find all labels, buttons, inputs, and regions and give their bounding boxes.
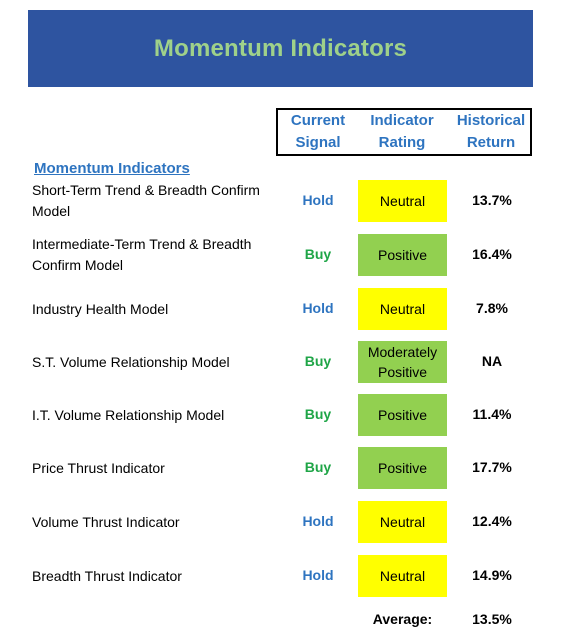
historical-return-value: 14.9% — [472, 567, 512, 583]
title-banner: Momentum Indicators — [28, 10, 533, 87]
rating-badge: Positive — [358, 394, 447, 436]
header-indicator-rating: Indicator Rating — [362, 110, 442, 154]
signal-value: Hold — [302, 513, 334, 529]
indicator-name: S.T. Volume Relationship Model — [32, 353, 230, 370]
rating-badge: Neutral — [358, 288, 447, 330]
column-header-box — [276, 108, 532, 156]
section-title: Momentum Indicators — [34, 160, 190, 177]
indicator-name: Short-Term Trend & Breadth Confirm Model — [32, 182, 260, 219]
historical-return-value: 12.4% — [472, 513, 512, 529]
header-signal-line1: Current — [290, 112, 346, 129]
average-value: 13.5% — [472, 611, 512, 627]
indicator-name: Price Thrust Indicator — [32, 459, 165, 476]
historical-return-value: 7.8% — [476, 300, 508, 316]
header-return-line2: Return — [466, 134, 516, 151]
header-historical-return: Historical Return — [451, 110, 531, 154]
header-rating-line1: Indicator — [370, 112, 434, 129]
signal-value: Buy — [304, 246, 332, 262]
indicator-name: Industry Health Model — [32, 300, 169, 317]
rating-badge: Positive — [358, 447, 447, 489]
signal-value: Buy — [304, 353, 332, 369]
signal-value: Hold — [302, 300, 334, 316]
signal-value: Buy — [304, 406, 332, 422]
indicator-name: Volume Thrust Indicator — [32, 513, 180, 530]
signal-value: Hold — [302, 567, 334, 583]
header-return-line1: Historical — [456, 112, 526, 129]
signal-value: Hold — [302, 192, 334, 208]
rating-badge: Moderately Positive — [358, 341, 447, 383]
header-rating-line2: Rating — [378, 134, 426, 151]
signal-value: Buy — [304, 459, 332, 475]
page-title: Momentum Indicators — [153, 34, 408, 62]
rating-badge: Positive — [358, 234, 447, 276]
rating-badge: Neutral — [358, 555, 447, 597]
historical-return-value: 11.4% — [472, 406, 512, 422]
rating-badge: Neutral — [358, 180, 447, 222]
rating-badge: Neutral — [358, 501, 447, 543]
historical-return-value: 13.7% — [472, 192, 512, 208]
historical-return-value: 17.7% — [472, 459, 512, 475]
header-current-signal: Current Signal — [278, 110, 358, 154]
historical-return-value: 16.4% — [472, 246, 512, 262]
indicator-name: I.T. Volume Relationship Model — [32, 406, 225, 423]
historical-return-value: NA — [481, 353, 503, 369]
indicator-name: Intermediate-Term Trend & Breadth Confir… — [32, 236, 252, 273]
header-signal-line2: Signal — [295, 134, 341, 151]
average-label: Average: — [372, 611, 433, 627]
indicator-name: Breadth Thrust Indicator — [32, 567, 182, 584]
